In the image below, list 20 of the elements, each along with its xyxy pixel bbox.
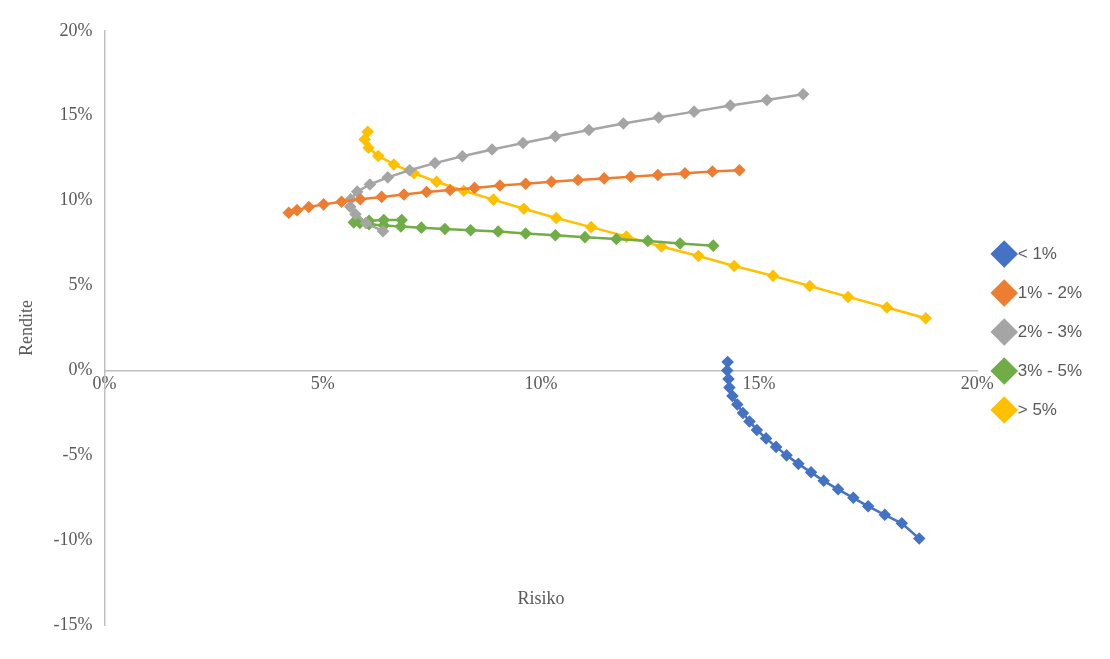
y-tick-label: -15% [53,613,93,634]
legend-label: 1% - 2% [1017,282,1082,302]
y-tick-label: 5% [68,274,93,295]
x-tick-label: 5% [310,372,335,393]
x-tick-label: 0% [92,372,117,393]
y-axis-title: Rendite [15,300,36,356]
legend-label: > 5% [1017,399,1057,419]
x-tick-label: 20% [960,372,994,393]
x-axis-title: Risiko [517,587,565,608]
y-tick-label: 0% [68,359,93,380]
y-tick-label: 10% [59,189,93,210]
x-tick-label: 15% [742,372,776,393]
legend-label: < 1% [1017,243,1057,263]
y-tick-label: -10% [53,529,93,550]
y-tick-label: -5% [62,444,93,465]
x-tick-label: 10% [524,372,558,393]
y-tick-label: 20% [59,19,93,40]
legend-label: 2% - 3% [1017,321,1082,341]
legend-label: 3% - 5% [1017,360,1082,380]
y-tick-label: 15% [59,104,93,125]
